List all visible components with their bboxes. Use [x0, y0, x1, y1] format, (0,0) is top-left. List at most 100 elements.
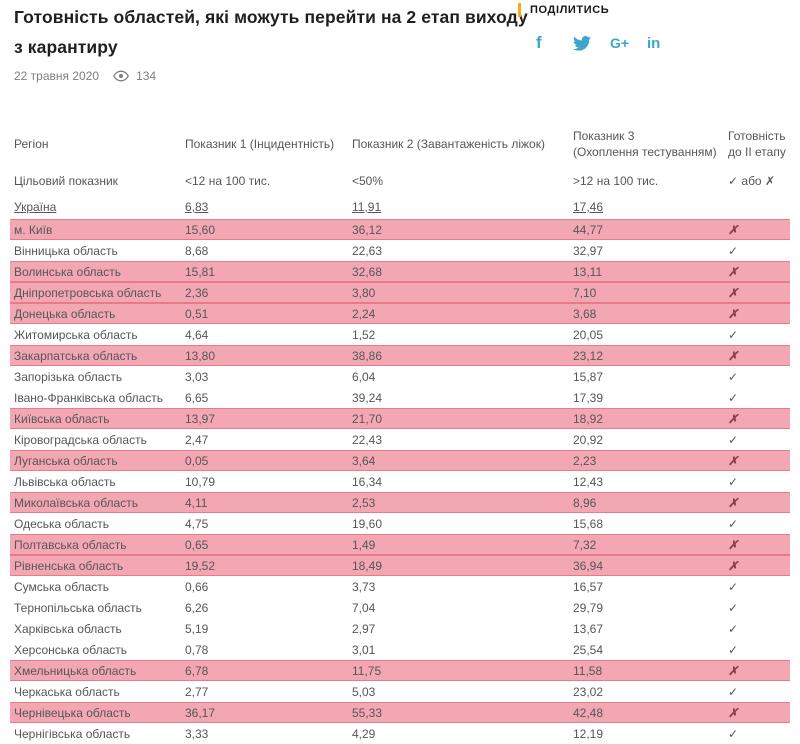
- indicator2-cell: 55,33: [352, 702, 573, 723]
- indicator3-cell: 11,58: [573, 660, 728, 681]
- indicator3-cell: 13,11: [573, 261, 728, 282]
- indicator1-cell: 36,17: [185, 702, 352, 723]
- indicator1-cell: 10,79: [185, 474, 216, 489]
- indicator3-cell: 20,92: [573, 432, 604, 447]
- readiness-cell: ✗: [728, 555, 790, 576]
- table-row: Закарпатська область 13,80 38,86 23,12 ✗: [10, 345, 790, 366]
- region-cell: Запорізька область: [14, 369, 123, 384]
- ukraine-link[interactable]: Україна: [14, 200, 57, 214]
- table-row: Черкаська область 2,77 5,03 23,02 ✓: [10, 681, 790, 702]
- indicator1-cell: 6,65: [185, 390, 209, 405]
- region-cell: Миколаївська область: [10, 492, 185, 513]
- indicator1-cell: 5,19: [185, 621, 209, 636]
- indicator1-cell: 13,80: [185, 345, 352, 366]
- indicator1-cell: 15,60: [185, 219, 352, 240]
- table-row: Донецька область 0,51 2,24 3,68 ✗: [10, 303, 790, 324]
- table-row: Хмельницька область 6,78 11,75 11,58 ✗: [10, 660, 790, 681]
- region-cell: Кіровоградська область: [14, 432, 147, 447]
- column-header-readiness: Готовність до II етапу: [728, 129, 786, 159]
- indicator3-cell: 17,39: [573, 390, 604, 405]
- twitter-icon[interactable]: [573, 33, 610, 53]
- facebook-icon[interactable]: f: [536, 33, 542, 52]
- indicator1-cell: 0,65: [185, 534, 352, 555]
- table-row: Чернігівська область 3,33 4,29 12,19 ✓: [10, 723, 790, 744]
- region-cell: Київська область: [10, 408, 185, 429]
- ukraine-readiness: [728, 195, 790, 219]
- region-cell: Харківська область: [14, 621, 122, 636]
- column-header-region: Регіон: [14, 137, 49, 151]
- indicator1-cell: 13,97: [185, 408, 352, 429]
- indicator3-cell: 13,67: [573, 621, 604, 636]
- indicator1-cell: 2,47: [185, 432, 209, 447]
- indicator3-cell: 29,79: [573, 600, 604, 615]
- target-indicator3: >12 на 100 тис.: [573, 174, 659, 188]
- ukraine-indicator2: 11,91: [352, 200, 382, 214]
- indicator2-cell: 1,52: [352, 327, 376, 342]
- target-indicator2: <50%: [352, 174, 384, 188]
- indicator1-cell: 6,78: [185, 660, 352, 681]
- indicator1-cell: 0,66: [185, 579, 209, 594]
- region-cell: Хмельницька область: [10, 660, 185, 681]
- indicator3-cell: 12,19: [573, 726, 604, 741]
- indicator2-cell: 3,01: [352, 642, 376, 657]
- indicator2-cell: 19,60: [352, 516, 383, 531]
- indicator3-cell: 23,12: [573, 345, 728, 366]
- column-header-indicator2: Показник 2 (Завантаженість ліжок): [352, 137, 545, 151]
- region-cell: Львівська область: [14, 474, 116, 489]
- table-row: Херсонська область 0,78 3,01 25,54 ✓: [10, 639, 790, 660]
- readiness-cell: ✓: [728, 621, 739, 636]
- ukraine-row: Україна 6,83 11,91 17,46: [10, 195, 790, 219]
- googleplus-icon[interactable]: G+: [610, 35, 630, 51]
- indicator3-cell: 7,10: [573, 282, 728, 303]
- indicator1-cell: 3,33: [185, 726, 209, 741]
- indicator3-cell: 12,43: [573, 474, 604, 489]
- indicator2-cell: 2,24: [352, 303, 573, 324]
- readiness-cell: ✗: [728, 303, 790, 324]
- article-meta: 22 травня 2020 134: [14, 69, 800, 83]
- region-cell: Закарпатська область: [10, 345, 185, 366]
- readiness-cell: ✓: [728, 579, 739, 594]
- indicator1-cell: 3,03: [185, 369, 209, 384]
- indicator2-cell: 3,80: [352, 282, 573, 303]
- indicator3-cell: 7,32: [573, 534, 728, 555]
- indicator1-cell: 6,26: [185, 600, 209, 615]
- indicator3-cell: 42,48: [573, 702, 728, 723]
- region-cell: Вінницька область: [14, 243, 118, 258]
- indicator2-cell: 16,34: [352, 474, 383, 489]
- indicator1-cell: 2,77: [185, 684, 209, 699]
- readiness-cell: ✓: [728, 684, 739, 699]
- table-row: Вінницька область 8,68 22,63 32,97 ✓: [10, 240, 790, 261]
- region-cell: Тернопільська область: [14, 600, 142, 615]
- table-row: Запорізька область 3,03 6,04 15,87 ✓: [10, 366, 790, 387]
- ukraine-indicator1: 6,83: [185, 200, 209, 214]
- region-cell: Сумська область: [14, 579, 109, 594]
- table-row: Сумська область 0,66 3,73 16,57 ✓: [10, 576, 790, 597]
- region-cell: Чернівецька область: [10, 702, 185, 723]
- region-cell: Дніпропетровська область: [10, 282, 185, 303]
- table-row: Кіровоградська область 2,47 22,43 20,92 ✓: [10, 429, 790, 450]
- publish-date: 22 травня 2020: [14, 69, 100, 83]
- region-cell: Чернігівська область: [14, 726, 131, 741]
- readiness-cell: ✗: [728, 282, 790, 303]
- readiness-cell: ✗: [728, 534, 790, 555]
- indicator3-cell: 8,96: [573, 492, 728, 513]
- readiness-cell: ✓: [728, 600, 739, 615]
- indicator2-cell: 5,03: [352, 684, 376, 699]
- share-label: ПОДІЛИТИСЬ: [518, 3, 609, 17]
- share-block: ПОДІЛИТИСЬ: [518, 3, 609, 17]
- indicator1-cell: 4,11: [185, 492, 352, 513]
- indicator1-cell: 0,05: [185, 450, 352, 471]
- indicator2-cell: 6,04: [352, 369, 376, 384]
- table-row: Рівненська область 19,52 18,49 36,94 ✗: [10, 555, 790, 576]
- indicator2-cell: 22,43: [352, 432, 383, 447]
- readiness-cell: ✗: [728, 660, 790, 681]
- linkedin-icon[interactable]: in: [647, 34, 661, 52]
- indicator3-cell: 16,57: [573, 579, 604, 594]
- region-cell: Волинська область: [10, 261, 185, 282]
- indicator1-cell: 8,68: [185, 243, 209, 258]
- indicator2-cell: 22,63: [352, 243, 383, 258]
- target-indicator1: <12 на 100 тис.: [185, 174, 271, 188]
- indicator1-cell: 0,78: [185, 642, 209, 657]
- indicator2-cell: 39,24: [352, 390, 383, 405]
- readiness-table: Регіон Показник 1 (Інцидентність) Показн…: [10, 121, 790, 744]
